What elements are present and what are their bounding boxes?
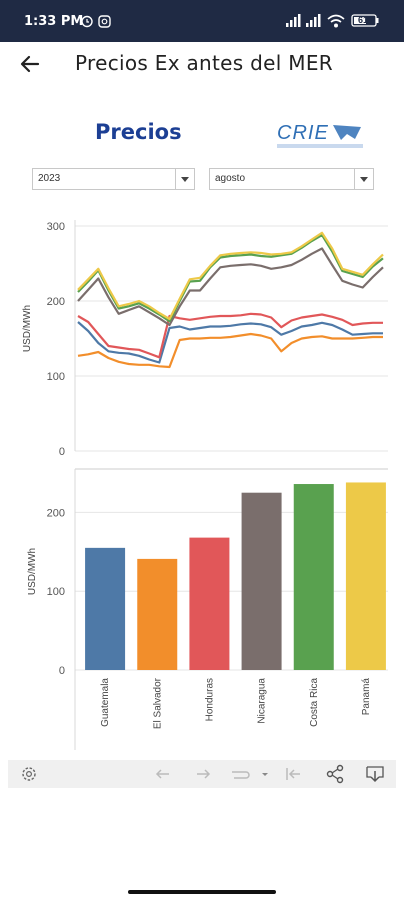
- bar-1: [137, 558, 178, 670]
- chevron-down-icon[interactable]: [354, 169, 373, 189]
- bar-5: [345, 482, 386, 670]
- series-line-5: [77, 231, 384, 321]
- series-line-0: [77, 321, 383, 364]
- download-icon: [366, 766, 384, 783]
- y-tick-label: 200: [47, 296, 65, 308]
- bar-4: [293, 484, 334, 670]
- alarm-icon: [81, 15, 93, 28]
- arrow-left-icon: [20, 55, 40, 73]
- y-axis-label: USD/MWh: [22, 305, 33, 352]
- month-select-value: agosto: [215, 173, 246, 184]
- forward-nav-button[interactable]: [192, 763, 214, 785]
- signal-icon: [306, 14, 321, 27]
- revert-icon: [232, 771, 268, 779]
- back-button[interactable]: [16, 50, 44, 78]
- download-button[interactable]: [364, 763, 386, 785]
- x-tick-label: Guatemala: [100, 678, 111, 727]
- page-title: Precios Ex antes del MER: [75, 51, 333, 75]
- battery-level: 61: [357, 15, 368, 25]
- series-line-4: [77, 233, 384, 323]
- arrow-right-icon: [197, 769, 211, 779]
- series-line-1: [77, 332, 383, 369]
- x-tick-label: Nicaragua: [257, 678, 268, 724]
- gesture-bar: [128, 890, 276, 894]
- x-tick-label: Panamá: [361, 678, 372, 716]
- y-axis-label: USD/MWh: [27, 548, 38, 595]
- status-bar: 1:33 PM 61: [0, 0, 404, 42]
- y-tick-label: 0: [59, 446, 65, 458]
- share-button[interactable]: [324, 763, 346, 785]
- settings-button[interactable]: [18, 763, 40, 785]
- app-bar: Precios Ex antes del MER: [0, 42, 404, 86]
- arrow-left-icon: [155, 769, 169, 779]
- series-line-3: [77, 247, 384, 327]
- reset-button[interactable]: [282, 763, 304, 785]
- bar-3: [241, 492, 282, 670]
- bar-chart: 0 100 200 USD/MWh Guatemala El Salvador Hondur…: [27, 468, 388, 750]
- series-line-2: [77, 312, 383, 359]
- wifi-icon: [327, 14, 345, 28]
- line-chart: 0 100 200 300 USD/MWh: [22, 220, 388, 458]
- battery-icon: [351, 14, 379, 27]
- y-tick-label: 0: [59, 665, 65, 677]
- section-title: Precios: [95, 120, 182, 144]
- y-tick-label: 100: [47, 586, 65, 598]
- bar-0: [85, 547, 126, 670]
- chevron-down-icon[interactable]: [175, 169, 194, 189]
- share-icon: [326, 764, 344, 784]
- chart-toolbar: [8, 760, 396, 788]
- x-tick-label: El Salvador: [152, 677, 163, 729]
- skip-start-icon: [286, 768, 300, 780]
- status-system-icons: [286, 13, 386, 34]
- y-tick-label: 200: [47, 507, 65, 519]
- y-tick-label: 100: [47, 371, 65, 383]
- status-time: 1:33 PM: [24, 14, 84, 29]
- instagram-icon: [98, 15, 111, 28]
- month-select[interactable]: agosto: [209, 168, 374, 190]
- gear-icon: [22, 767, 36, 781]
- y-tick-label: 300: [47, 221, 65, 233]
- crie-logo: CRIE: [275, 117, 367, 153]
- x-tick-label: Costa Rica: [309, 678, 320, 727]
- year-select[interactable]: 2023: [32, 168, 195, 190]
- x-tick-label: Honduras: [204, 678, 215, 721]
- revert-button[interactable]: [228, 763, 272, 785]
- bar-2: [189, 537, 230, 670]
- status-notification-icons: [80, 14, 114, 33]
- logo-text: CRIE: [277, 122, 329, 144]
- signal-icon: [286, 14, 301, 27]
- back-nav-button[interactable]: [152, 763, 174, 785]
- year-select-value: 2023: [38, 173, 61, 184]
